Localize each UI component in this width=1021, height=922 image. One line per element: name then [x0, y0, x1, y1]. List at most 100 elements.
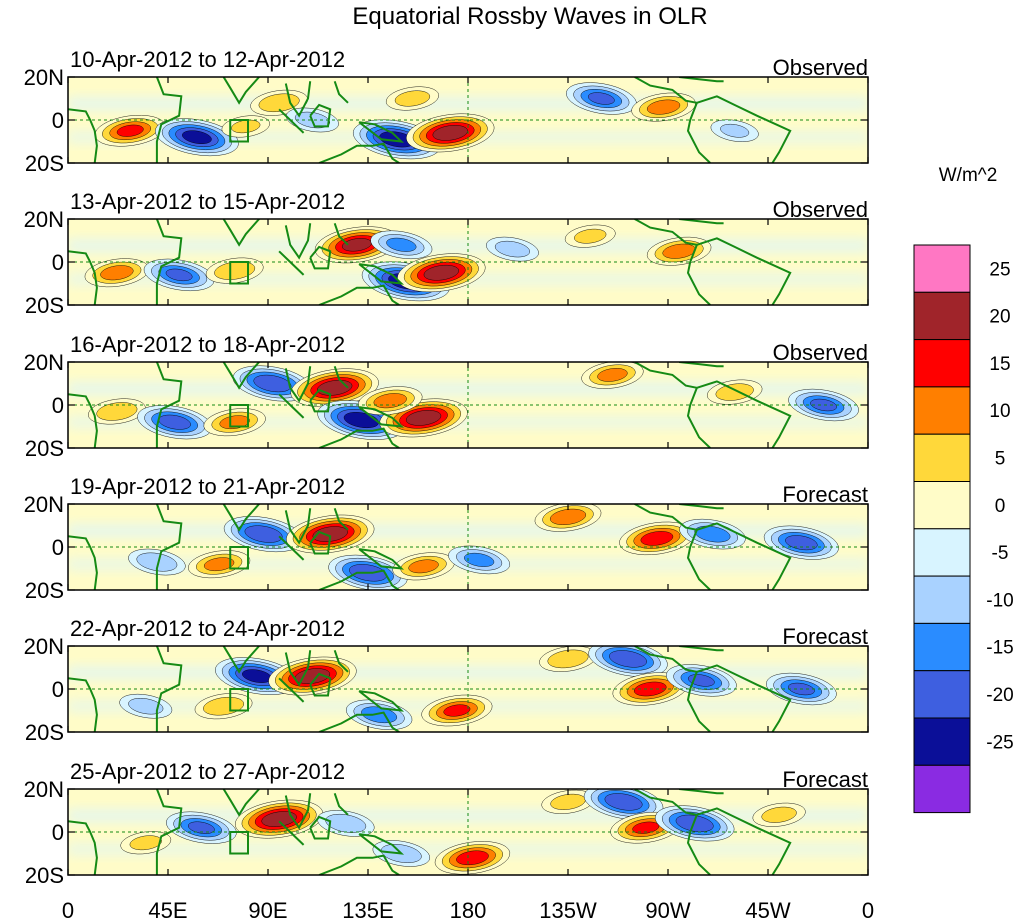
anomaly-contour	[494, 240, 530, 258]
x-tick-label: 135E	[342, 898, 393, 922]
coastline	[222, 362, 260, 390]
anomaly-contour	[715, 383, 754, 401]
coastline	[309, 815, 332, 840]
y-tick-label: 20S	[25, 578, 64, 603]
coastline	[634, 77, 698, 104]
x-axis: 0 45E 90E 135E 180 135W 90W 45W 0	[62, 898, 874, 922]
anomaly-contour	[203, 557, 235, 572]
coastline	[155, 789, 183, 875]
anomaly-contour	[640, 531, 674, 546]
coastline	[318, 427, 400, 448]
y-tick-label: 0	[52, 108, 64, 133]
coastline	[68, 820, 98, 875]
colorbar-swatch	[913, 764, 971, 814]
coastline	[634, 362, 698, 389]
anomaly-blob	[654, 805, 735, 842]
coastline	[358, 690, 405, 712]
y-tick-label: 20S	[25, 151, 64, 176]
anomaly-blob	[564, 224, 616, 248]
anomaly-blob	[357, 386, 423, 416]
anomaly-contour	[128, 698, 164, 715]
coastline	[333, 80, 349, 104]
panel-status-label: Forecast	[782, 767, 868, 792]
coastline	[333, 792, 349, 816]
anomaly-contour	[432, 125, 468, 141]
region-box	[229, 119, 250, 143]
anomaly-contour	[423, 264, 459, 281]
panel-status-label: Observed	[773, 197, 868, 222]
colorbar-level-label: -15	[986, 638, 1013, 659]
colorbar-level-label: 10	[989, 401, 1010, 422]
coastline	[678, 362, 724, 368]
panel-date-range: 16-Apr-2012 to 18-Apr-2012	[70, 332, 345, 357]
coastline	[222, 504, 260, 532]
colorbar-level-label: -25	[986, 732, 1013, 753]
coastline	[155, 362, 183, 448]
anomaly-blob	[434, 841, 511, 875]
coastlines	[68, 504, 792, 590]
y-tick-label: 20N	[24, 634, 64, 659]
coastline	[68, 250, 98, 305]
anomaly-contour	[129, 835, 162, 851]
colorbar-swatch	[913, 670, 971, 719]
panel-5: 20N 0 20S 22-Apr-2012 to 24-Apr-2012 Forecas…	[24, 616, 869, 745]
anomaly-contour	[785, 535, 818, 551]
y-tick-label: 0	[52, 250, 64, 275]
coastline	[222, 77, 260, 105]
colorbar-level-label: 25	[989, 259, 1010, 280]
panel-1: 20N 0 20S 10-Apr-2012 to 12-Apr-2012 Observe…	[24, 47, 869, 176]
anomaly-blob	[581, 362, 644, 389]
anomaly-blob	[788, 388, 859, 422]
coastline	[696, 522, 792, 590]
coastline	[309, 672, 332, 697]
anomaly-blob	[94, 114, 166, 147]
region-box	[229, 261, 250, 285]
anomaly-contour	[549, 508, 587, 525]
coastline	[678, 77, 724, 83]
panel-date-range: 13-Apr-2012 to 15-Apr-2012	[70, 189, 345, 214]
x-tick-label: 90E	[248, 898, 287, 922]
anomaly-contour	[312, 526, 348, 542]
panel-status-label: Forecast	[782, 624, 868, 649]
coastline	[696, 807, 792, 875]
anomaly-contour	[96, 402, 138, 421]
coastline	[222, 646, 260, 674]
coastline	[309, 245, 332, 270]
x-tick-label: 180	[450, 898, 487, 922]
coastline	[155, 646, 183, 732]
anomaly-contour	[609, 650, 647, 668]
y-tick-label: 0	[52, 677, 64, 702]
anomaly-contour	[456, 850, 489, 866]
y-tick-label: 20N	[24, 777, 64, 802]
panel-date-range: 25-Apr-2012 to 27-Apr-2012	[70, 759, 345, 784]
coastlines	[68, 362, 792, 448]
coastline	[318, 854, 400, 875]
anomaly-blob	[646, 236, 712, 266]
coastline	[678, 646, 724, 652]
anomaly-blob	[406, 113, 495, 153]
coastline	[678, 504, 724, 510]
anomaly-contour	[386, 237, 417, 252]
x-tick-label: 45E	[148, 898, 187, 922]
coastline	[358, 121, 405, 143]
coastline	[358, 406, 405, 428]
colorbar-swatch	[913, 291, 971, 341]
coastline	[284, 81, 312, 118]
panel-status-label: Forecast	[782, 482, 868, 507]
anomaly-contour	[547, 649, 589, 669]
anomaly-blob	[706, 379, 763, 405]
y-tick-label: 20S	[25, 863, 64, 888]
coastline	[284, 508, 312, 545]
colorbar: W/m^2 25 20 15 10 5 0 -5 -10 -15 -20 -25	[913, 165, 1014, 814]
colorbar-level-label: 20	[989, 307, 1010, 328]
anomaly-contour	[408, 559, 439, 574]
anomaly-contour	[632, 821, 660, 834]
y-tick-label: 0	[52, 820, 64, 845]
anomaly-contour	[464, 552, 495, 567]
anomaly-blob	[392, 552, 455, 581]
coastline	[686, 529, 711, 590]
coastline	[634, 504, 698, 531]
panel-4: 20N 0 20S 19-Apr-2012 to 21-Apr-2012 Forecas…	[24, 474, 869, 603]
anomaly-contour	[165, 268, 193, 282]
region-box	[229, 546, 250, 570]
